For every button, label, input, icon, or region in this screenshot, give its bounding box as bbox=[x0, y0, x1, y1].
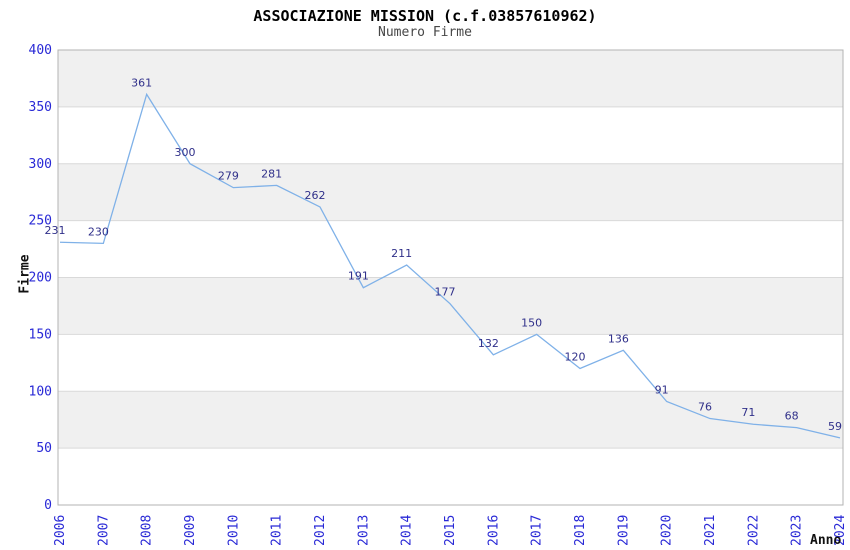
x-tick-label: 2023 bbox=[790, 515, 805, 546]
x-tick-label: 2018 bbox=[573, 515, 588, 546]
x-tick-label: 2024 bbox=[833, 515, 848, 546]
x-tick-label: 2011 bbox=[270, 515, 285, 546]
data-label: 279 bbox=[218, 170, 239, 183]
x-axis-title: Anno bbox=[810, 533, 842, 548]
y-tick-label: 50 bbox=[36, 441, 52, 456]
x-tick-label: 2021 bbox=[703, 515, 718, 546]
data-label: 136 bbox=[608, 332, 629, 345]
data-label: 230 bbox=[88, 225, 109, 238]
data-label: 300 bbox=[175, 146, 196, 159]
data-label: 91 bbox=[655, 383, 669, 396]
data-label: 191 bbox=[348, 270, 369, 283]
y-tick-label: 250 bbox=[29, 214, 52, 229]
x-tick-label: 2014 bbox=[400, 515, 415, 546]
data-label: 120 bbox=[565, 351, 586, 364]
y-axis-title: Firme bbox=[17, 254, 33, 294]
series-line bbox=[59, 92, 841, 439]
background-band bbox=[58, 277, 843, 335]
x-tick-label: 2015 bbox=[443, 515, 458, 546]
x-tick-label: 2008 bbox=[140, 515, 155, 546]
data-label: 150 bbox=[521, 316, 542, 329]
x-tick-label: 2019 bbox=[616, 515, 631, 546]
y-tick-label: 150 bbox=[29, 327, 52, 342]
data-label: 71 bbox=[741, 406, 755, 419]
x-tick-label: 2010 bbox=[226, 515, 241, 546]
x-tick-label: 2020 bbox=[660, 515, 675, 546]
data-label: 132 bbox=[478, 337, 499, 350]
x-tick-label: 2016 bbox=[486, 515, 501, 546]
x-tick-label: 2009 bbox=[183, 515, 198, 546]
data-label: 361 bbox=[131, 76, 152, 89]
background-band bbox=[58, 163, 843, 221]
x-tick-label: 2013 bbox=[356, 515, 371, 546]
data-label: 59 bbox=[828, 420, 842, 433]
x-tick-label: 2022 bbox=[746, 515, 761, 546]
data-label: 231 bbox=[45, 224, 66, 237]
data-label: 68 bbox=[785, 410, 799, 423]
background-band bbox=[58, 391, 843, 449]
x-tick-label: 2012 bbox=[313, 515, 328, 546]
chart-subtitle: Numero Firme bbox=[378, 25, 472, 40]
y-tick-label: 100 bbox=[29, 384, 52, 399]
y-tick-label: 400 bbox=[29, 43, 52, 58]
plot-border bbox=[57, 49, 844, 506]
y-tick-label: 300 bbox=[29, 157, 52, 172]
x-tick-label: 2017 bbox=[530, 515, 545, 546]
data-label: 281 bbox=[261, 167, 282, 180]
chart-title: ASSOCIAZIONE MISSION (c.f.03857610962) bbox=[253, 7, 597, 25]
data-label: 177 bbox=[435, 286, 456, 299]
data-label: 262 bbox=[305, 189, 326, 202]
data-label: 76 bbox=[698, 401, 712, 414]
y-tick-label: 350 bbox=[29, 100, 52, 115]
x-tick-label: 2006 bbox=[53, 515, 68, 546]
background-band bbox=[58, 50, 843, 107]
y-tick-label: 200 bbox=[29, 271, 52, 286]
x-tick-label: 2007 bbox=[96, 515, 111, 546]
data-label: 211 bbox=[391, 247, 412, 260]
y-tick-label: 0 bbox=[44, 498, 52, 513]
